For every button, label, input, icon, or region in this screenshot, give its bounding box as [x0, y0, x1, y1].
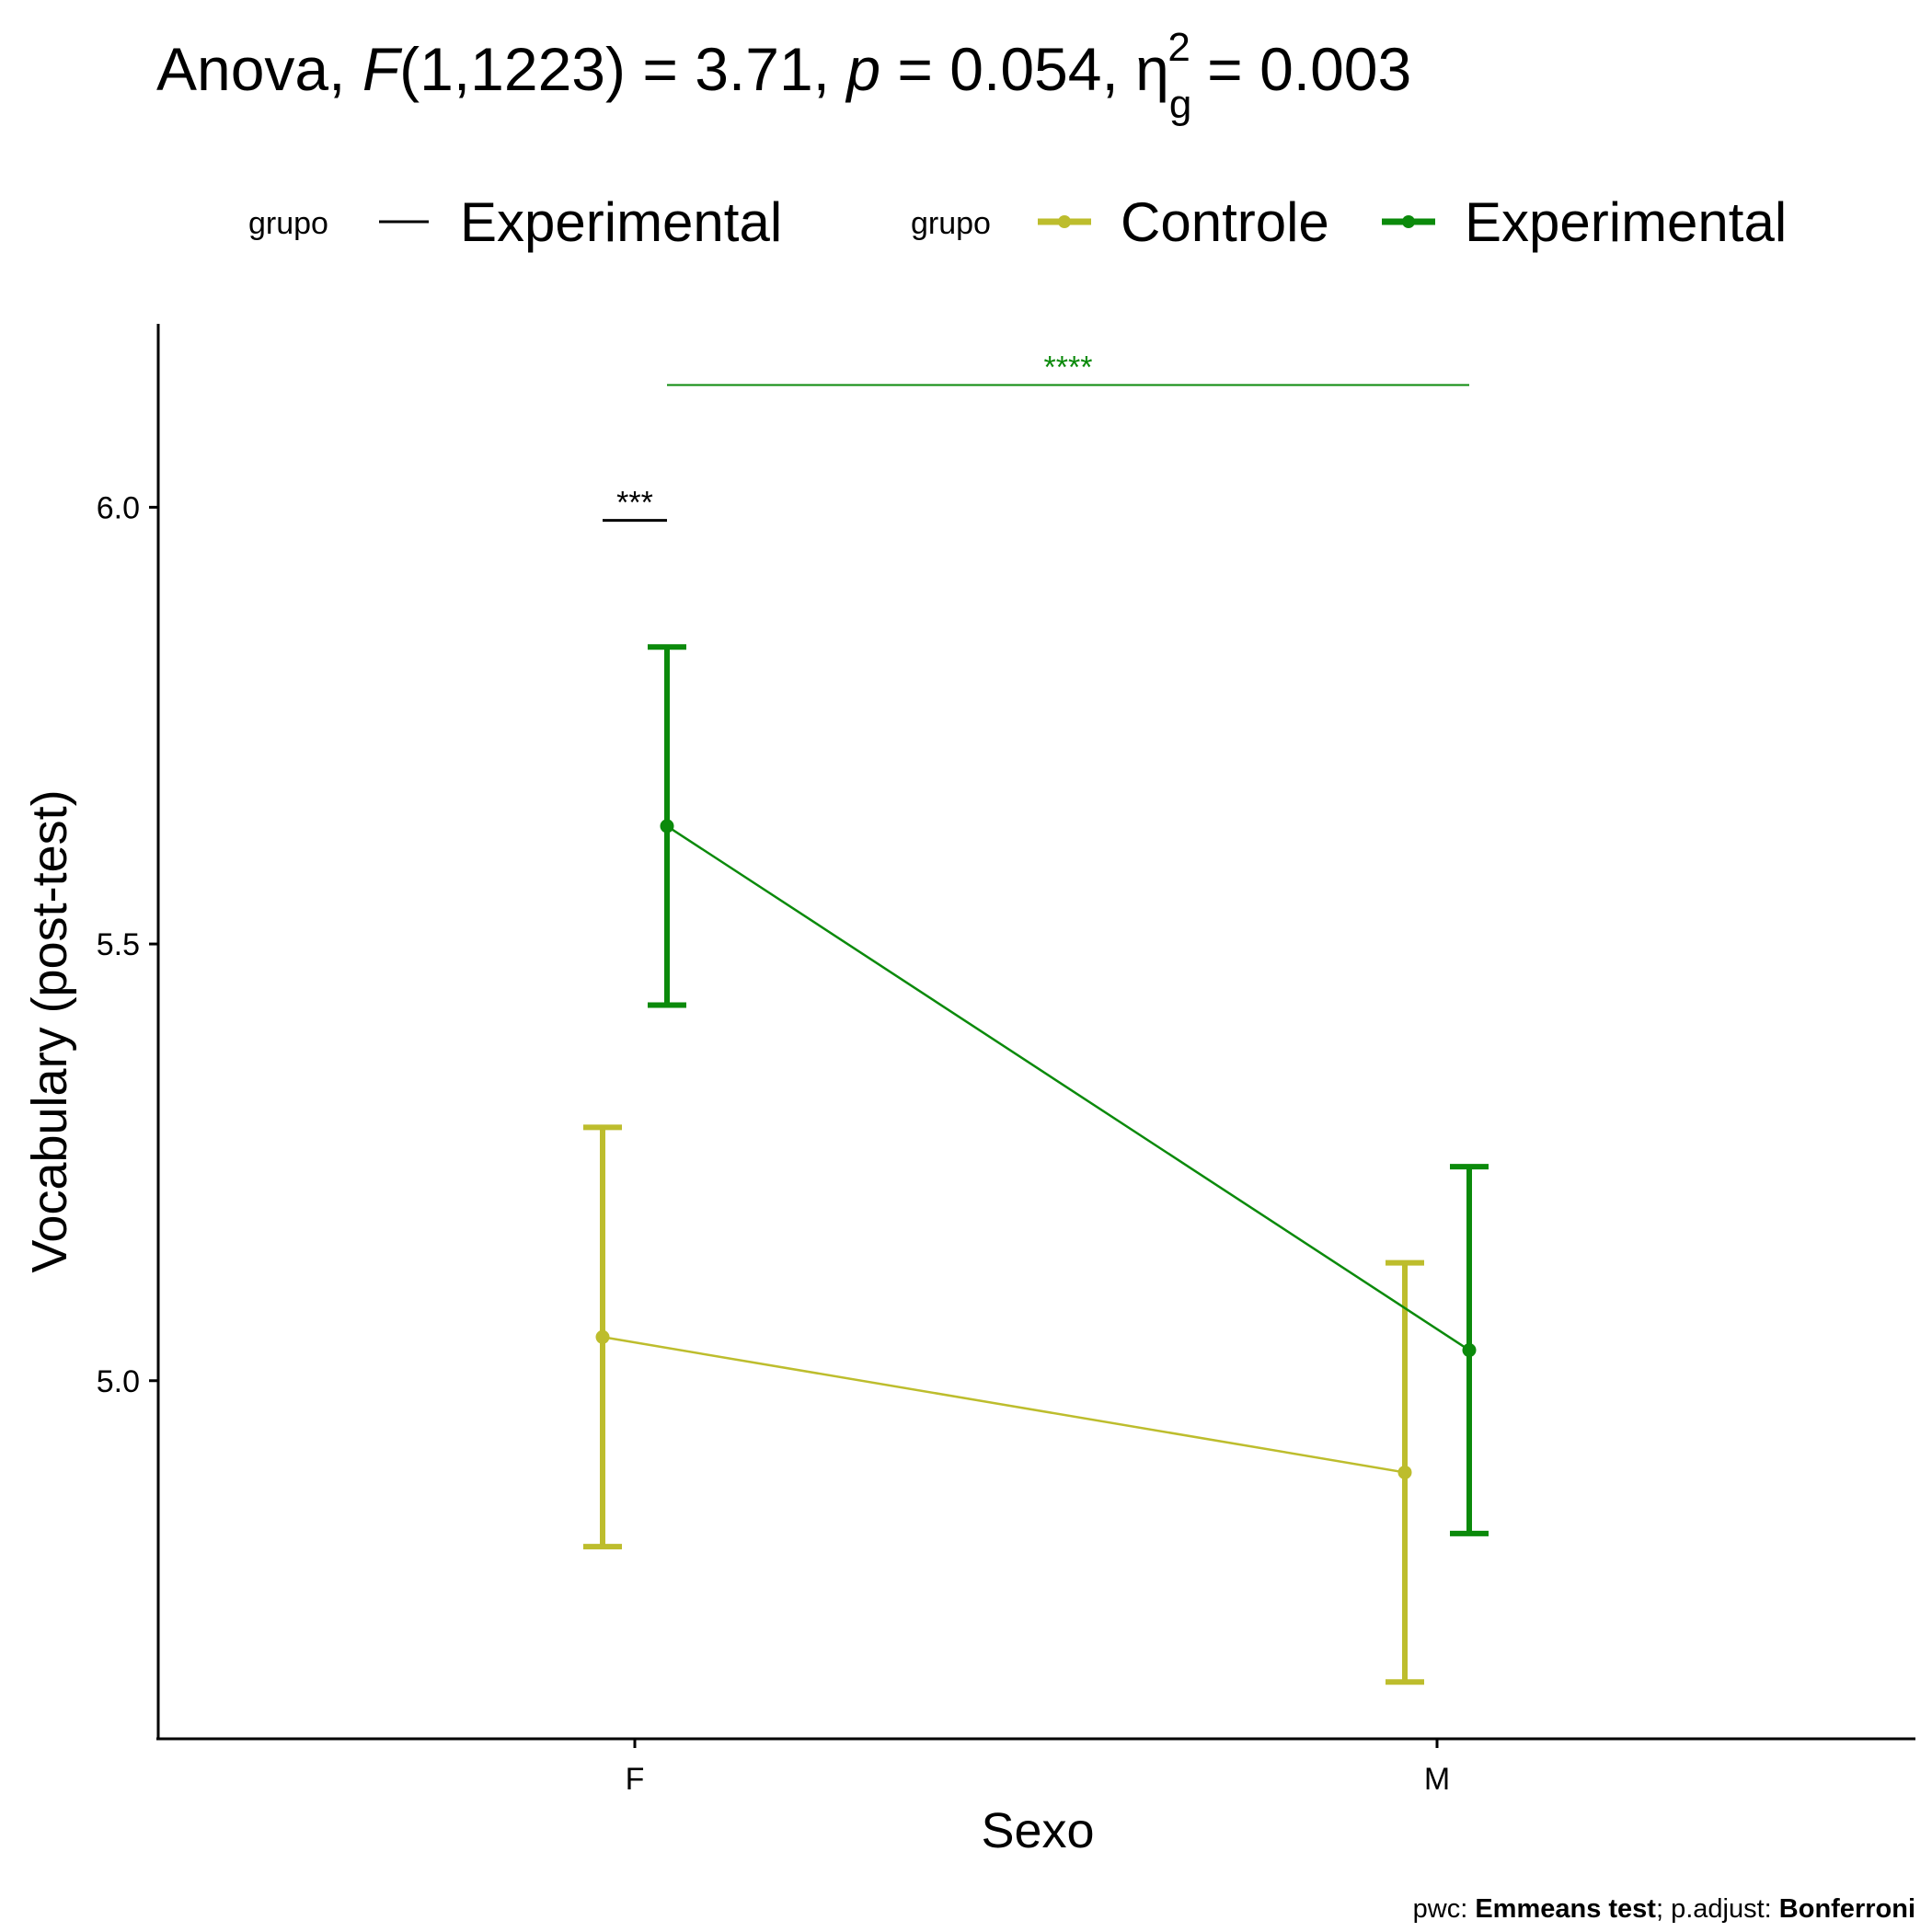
series-line-experimental	[666, 824, 1470, 1351]
series-line-controle	[602, 1336, 1406, 1474]
legend-label-experimental: Experimental	[1465, 191, 1787, 253]
legend-item-controle: Controle	[1038, 191, 1329, 253]
y-axis-title: Vocabulary (post-test)	[22, 789, 77, 1272]
x-tick-label: M	[1424, 1762, 1450, 1797]
y-tick-label: 6.0	[97, 490, 140, 525]
data-point-experimental	[660, 819, 674, 834]
significance-label: ***	[616, 486, 653, 521]
caption: pwc: Emmeans test; p.adjust: Bonferroni	[1413, 1894, 1915, 1924]
legend-label-controle: Controle	[1121, 191, 1329, 253]
legend-point-experimental	[1402, 215, 1415, 228]
legend-title: grupo	[911, 206, 991, 241]
legend-line-label: Experimental	[460, 191, 782, 253]
data-point-controle	[1397, 1465, 1412, 1479]
x-axis-title: Sexo	[981, 1803, 1094, 1858]
significance-label: ****	[1044, 350, 1093, 385]
legend-item-experimental: Experimental	[1382, 191, 1787, 253]
legend: grupo Controle Experimental	[911, 191, 1787, 253]
chart-title: Anova, F(1,1223) = 3.71, p = 0.054, ηg2 …	[156, 25, 1411, 127]
legend-point-controle	[1058, 215, 1071, 228]
y-tick-label: 5.5	[97, 927, 140, 962]
y-tick-label: 5.0	[97, 1364, 140, 1399]
legend-line-group: grupo Experimental	[248, 191, 782, 253]
legend-line-title: grupo	[248, 206, 328, 241]
data-point-controle	[595, 1329, 610, 1344]
data-point-experimental	[1462, 1343, 1477, 1358]
x-tick-label: F	[626, 1762, 645, 1797]
